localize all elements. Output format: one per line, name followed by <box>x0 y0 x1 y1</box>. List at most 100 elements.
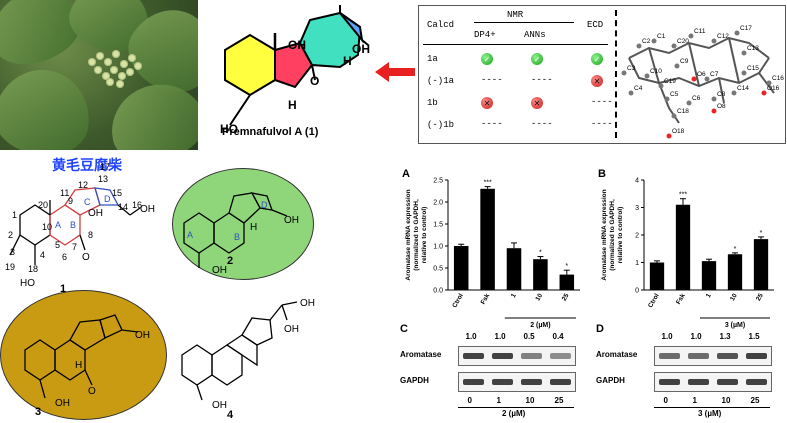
panel-letter: B <box>598 168 606 180</box>
dose-label: 1 <box>692 396 697 405</box>
nmr-ecd-panel: Calcd NMR ECD DP4+ ANNs C2 C1 C20 C11 C12 C17… <box>418 5 786 144</box>
blot-strip <box>654 372 772 392</box>
plant-name: 黄毛豆腐柴 <box>52 158 122 174</box>
protein-band <box>521 379 542 385</box>
dose-axis-label: 3 (µM) <box>698 409 722 418</box>
x-tick-label: Ctrol <box>647 292 661 309</box>
h-label-2: H <box>343 54 352 68</box>
svg-text:C: C <box>84 197 91 207</box>
atom-label: C14 <box>737 85 749 92</box>
atom-dot <box>671 43 677 49</box>
atom-label: O8 <box>717 103 726 110</box>
protein-band <box>550 379 571 385</box>
atom-dot <box>741 50 747 56</box>
atom-dot <box>621 70 627 76</box>
nmr-row-label: 1a <box>427 54 438 64</box>
atom-label: C15 <box>747 65 759 72</box>
atom-label: C13 <box>747 45 759 52</box>
atom-label: C3 <box>627 65 636 72</box>
y-tick-label: 0.0 <box>433 288 443 295</box>
label-compound-2: 2 <box>227 255 233 267</box>
oh-label: OH <box>288 38 306 52</box>
dash-cell: ---- <box>591 119 613 129</box>
dose-label: 10 <box>525 396 535 405</box>
nmr-row-label: (-)1a <box>427 76 455 86</box>
bar <box>675 204 691 290</box>
atom-dot <box>628 90 634 96</box>
y-axis-label: relative to control) <box>617 207 624 264</box>
protein-band <box>746 379 767 385</box>
carbon-number: 20 <box>38 200 48 210</box>
panel-d-letter: D <box>596 323 604 335</box>
carbon-number: 11 <box>60 188 69 198</box>
protein-band <box>492 353 513 359</box>
carbon-number: 18 <box>28 264 38 274</box>
atom-label: C5 <box>670 91 679 98</box>
cross-icon: ✕ <box>481 97 493 109</box>
svg-text:H: H <box>250 222 257 233</box>
nmr-header: NMR <box>507 10 524 20</box>
svg-text:H: H <box>75 360 82 371</box>
flower-cluster <box>88 48 148 88</box>
bar <box>649 262 665 290</box>
y-tick-label: 0.5 <box>433 266 443 273</box>
atom-label: O18 <box>672 128 685 135</box>
protein-band <box>463 379 484 385</box>
significance-marker: * <box>760 230 763 237</box>
carbon-number: 10 <box>42 222 52 232</box>
atom-label: C1 <box>657 33 666 40</box>
protein-band <box>688 379 709 385</box>
svg-text:OH: OH <box>300 298 315 309</box>
y-tick-label: 4 <box>635 178 639 185</box>
left-arrow-icon <box>375 62 415 82</box>
dp4-header: DP4+ <box>474 30 496 40</box>
y-axis-label: Aromatase mRNA expression <box>405 189 412 280</box>
structure-2-highlight <box>172 168 314 280</box>
band-ratio: 0.5 <box>523 332 535 341</box>
y-tick-label: 2 <box>635 233 639 240</box>
carbon-number: 6 <box>62 252 67 262</box>
chart-panel-b: B Aromatase mRNA expression (normalized to… <box>598 168 774 329</box>
significance-marker: *** <box>679 192 687 199</box>
plant-photo <box>0 0 198 150</box>
atom-dot <box>674 63 680 69</box>
significance-marker: * <box>565 263 568 270</box>
band-ratio: 1.5 <box>748 332 760 341</box>
structure-2: A B D OH OH H 2 <box>183 192 299 276</box>
blot-strip <box>458 346 576 366</box>
carbon-number: 8 <box>88 230 93 240</box>
structure-4: OH OH OH 4 <box>181 298 315 418</box>
protein-band <box>550 353 571 359</box>
carbon-number: 3 <box>10 247 15 257</box>
dash-cell: ---- <box>481 119 503 129</box>
anns-header: ANNs <box>524 30 546 40</box>
dash-cell: ---- <box>591 97 613 107</box>
svg-text:D: D <box>104 194 111 204</box>
svg-text:HO: HO <box>20 278 35 289</box>
atom-dot <box>651 38 657 44</box>
ecd-header: ECD <box>587 20 604 30</box>
svg-text:OH: OH <box>284 324 299 335</box>
carbon-number: 19 <box>5 262 15 272</box>
svg-text:A: A <box>55 220 61 230</box>
protein-band <box>492 379 513 385</box>
atom-dot <box>688 33 694 39</box>
carbon-number: 4 <box>40 250 45 260</box>
o-label: O <box>310 74 319 88</box>
protein-band <box>659 353 680 359</box>
y-axis-label: Aromatase mRNA expression <box>601 189 608 280</box>
carbon-number: 16 <box>132 200 142 210</box>
atom-dot <box>704 76 710 82</box>
y-tick-label: 1.5 <box>433 222 443 229</box>
atom-dot <box>664 96 670 102</box>
bar <box>533 259 548 290</box>
blot-row-label: Aromatase <box>596 350 638 359</box>
x-tick-label: Ctrol <box>451 292 465 309</box>
atom-dot <box>666 133 672 139</box>
atom-dot <box>636 43 642 49</box>
xray-structure: C2 C1 C20 C11 C12 C17 C3 C10 C9 C13 C4 C19 C5 O6 C7 C15… <box>621 25 784 139</box>
significance-marker: *** <box>484 180 492 187</box>
blot-row-label: GAPDH <box>596 376 625 385</box>
atom-dot <box>766 80 772 86</box>
x-tick-label: Fsk <box>675 292 687 306</box>
